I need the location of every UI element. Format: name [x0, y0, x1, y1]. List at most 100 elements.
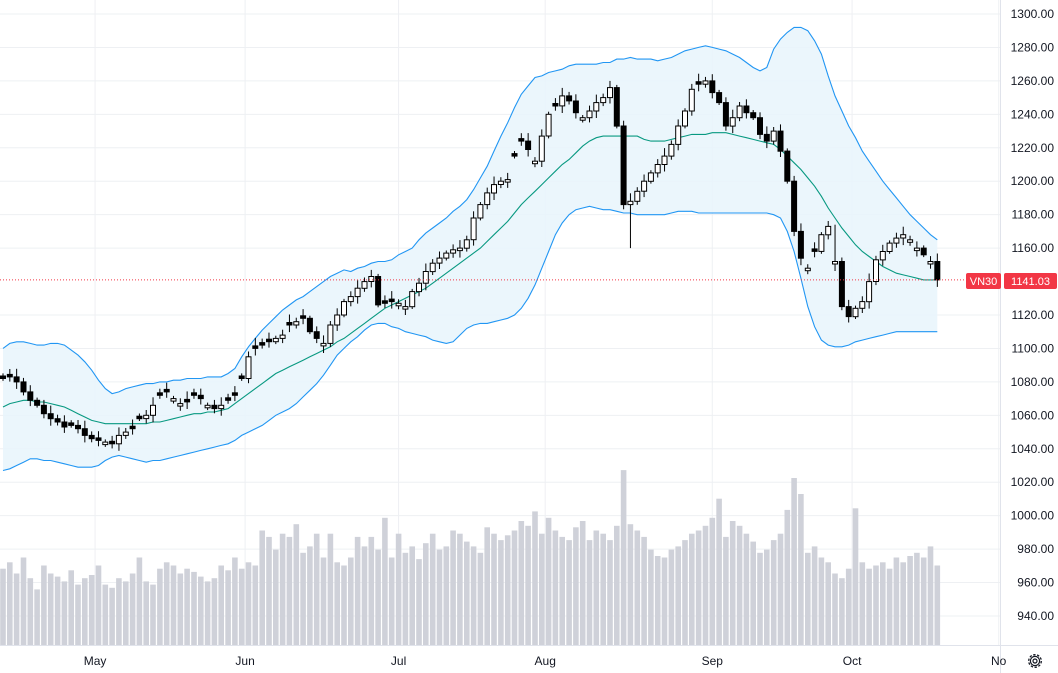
y-tick-label: 1080.00	[1011, 375, 1055, 389]
candle-up	[456, 247, 463, 252]
volume-bar	[157, 568, 163, 645]
candle-up	[859, 301, 866, 309]
volume-bar	[225, 570, 231, 645]
volume-bar	[920, 557, 927, 645]
volume-bar	[75, 584, 81, 645]
volume-bar	[873, 565, 879, 645]
y-tick-label: 1060.00	[1011, 408, 1055, 422]
volume-bar	[136, 557, 143, 645]
volume-bar	[443, 546, 450, 645]
candle-up	[245, 356, 252, 379]
volume-bar	[47, 573, 54, 645]
candle-up	[647, 172, 654, 182]
volume-bar	[354, 536, 361, 645]
volume-bar	[927, 546, 934, 645]
candle-up	[593, 102, 600, 112]
candle-up	[272, 337, 279, 343]
volume-bar	[150, 584, 156, 645]
candle-layer	[0, 73, 941, 451]
candle-up	[832, 261, 838, 265]
candle-down	[259, 342, 266, 346]
volume-bar	[41, 565, 47, 645]
candle-up	[913, 247, 920, 252]
volume-bar	[252, 565, 259, 645]
last-price-tag-text: 1141.03	[1011, 276, 1050, 288]
candle-up	[654, 164, 661, 174]
candle-down	[252, 345, 259, 349]
candle-up	[122, 431, 129, 436]
volume-bar	[518, 521, 525, 645]
candle-down	[27, 391, 34, 401]
candle-up	[177, 403, 184, 407]
volume-bar	[886, 568, 893, 645]
volume-bar	[82, 578, 88, 645]
candle-up	[688, 88, 695, 112]
volume-bar	[770, 540, 777, 645]
candle-down	[13, 376, 20, 383]
candle-down	[163, 388, 170, 393]
volume-bar	[654, 556, 661, 645]
y-tick-label: 980.00	[1017, 542, 1054, 556]
candle-down	[791, 180, 798, 232]
candle-up	[825, 225, 832, 236]
volume-bar	[395, 533, 402, 645]
volume-bar	[7, 562, 13, 645]
candle-up	[702, 80, 709, 85]
volume-bar	[757, 552, 763, 645]
volume-bar	[27, 578, 34, 645]
candle-down	[381, 300, 388, 304]
candle-up	[436, 257, 443, 264]
chart-settings-button[interactable]	[1024, 650, 1046, 672]
bollinger-band-layer	[2, 26, 938, 472]
candle-up	[334, 314, 341, 326]
candle-down	[211, 404, 218, 410]
volume-bar	[0, 568, 6, 645]
volume-bar	[791, 478, 797, 645]
candle-down	[743, 105, 750, 114]
volume-bar	[334, 562, 340, 645]
candle-up	[368, 276, 375, 282]
volume-bar	[750, 541, 756, 645]
candle-up	[634, 190, 641, 202]
candle-up	[682, 110, 688, 127]
candle-up	[900, 234, 907, 239]
volume-bar	[464, 541, 470, 645]
x-tick-label: Jun	[235, 654, 254, 668]
y-tick-label: 1120.00	[1012, 308, 1055, 322]
volume-bar	[586, 540, 593, 645]
volume-bar	[409, 546, 415, 645]
volume-bar	[784, 509, 791, 646]
symbol-tag	[966, 273, 1001, 289]
x-tick-label: No	[991, 654, 1007, 668]
volume-bar	[880, 562, 886, 645]
candle-down	[47, 413, 54, 420]
candle-down	[81, 428, 88, 436]
volume-bar	[34, 589, 40, 645]
volume-bar	[184, 568, 190, 645]
candle-down	[68, 422, 75, 426]
candle-down	[552, 103, 559, 107]
candle-down	[613, 87, 620, 127]
candle-down	[375, 276, 382, 306]
volume-bar	[54, 576, 61, 645]
volume-bar	[491, 533, 497, 645]
volume-layer	[0, 470, 941, 646]
volume-bar	[307, 546, 313, 645]
volume-bar	[525, 525, 531, 646]
candle-up	[395, 302, 402, 307]
candle-down	[757, 117, 763, 135]
candle-down	[784, 150, 791, 182]
volume-bar	[579, 521, 586, 645]
candle-up	[661, 155, 668, 166]
candle-up	[907, 239, 914, 243]
candle-down	[40, 404, 47, 415]
candle-up	[279, 334, 286, 339]
candle-up	[532, 160, 538, 165]
candle-up	[115, 434, 122, 445]
volume-bar	[13, 573, 20, 645]
candle-down	[156, 392, 163, 396]
candle-up	[402, 306, 409, 310]
volume-bar	[607, 540, 613, 645]
volume-bar	[600, 533, 606, 645]
candle-down	[920, 247, 927, 256]
